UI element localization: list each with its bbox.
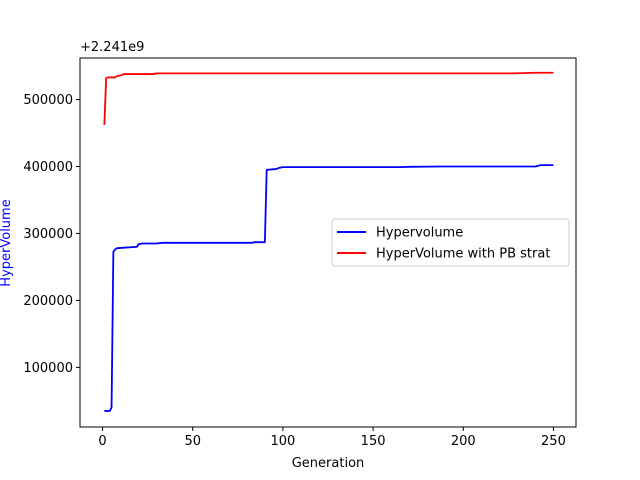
x-tick-label: 100 [270, 434, 295, 449]
legend-label-hypervolume: Hypervolume [376, 226, 463, 241]
y-tick-label: 300000 [23, 227, 73, 242]
legend: Hypervolume HyperVolume with PB strat [331, 218, 570, 267]
x-tick-label: 50 [184, 434, 201, 449]
y-offset-label: +2.241e9 [80, 40, 144, 55]
y-axis-ticks: 100000 200000 300000 400000 500000 [23, 93, 80, 376]
y-tick-label: 400000 [23, 160, 73, 175]
axes-frame [79, 57, 577, 428]
x-axis-label: Generation [292, 456, 365, 471]
legend-label-pb-strat: HyperVolume with PB strat [376, 247, 550, 262]
x-tick-label: 200 [451, 434, 476, 449]
y-tick-label: 200000 [23, 294, 73, 309]
series-line-1 [103, 71, 554, 126]
x-tick-label: 250 [541, 434, 566, 449]
series-layer [103, 71, 554, 412]
y-tick-label: 500000 [23, 93, 73, 108]
series-line-0 [104, 164, 554, 412]
x-axis-ticks: 0 50 100 150 200 250 [98, 427, 566, 449]
legend-box [331, 218, 570, 267]
y-tick-label: 100000 [23, 361, 73, 376]
x-tick-label: 150 [361, 434, 386, 449]
y-axis-label: HyperVolume [0, 199, 14, 286]
x-tick-label: 0 [98, 434, 106, 449]
